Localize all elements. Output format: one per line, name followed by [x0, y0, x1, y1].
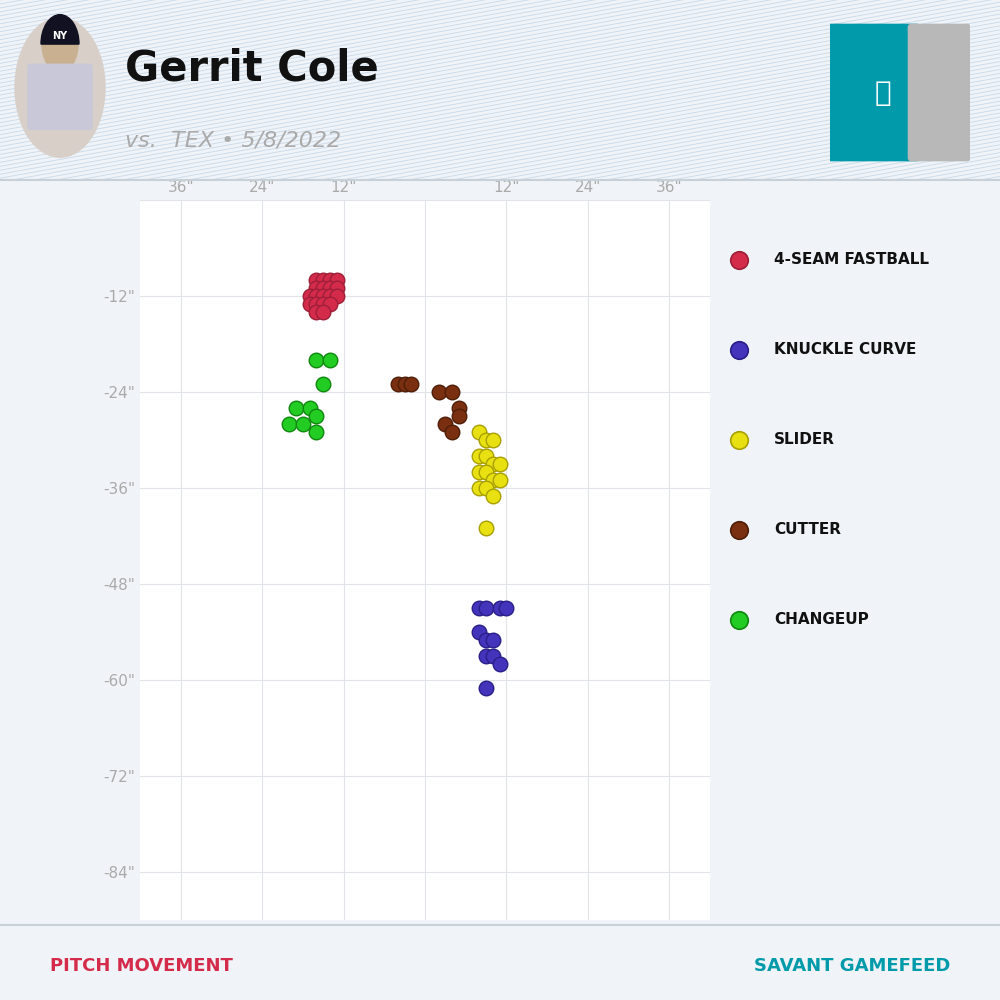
CUTTER: [397, 376, 413, 392]
4-SEAM FASTBALL: [322, 288, 338, 304]
4-SEAM FASTBALL: [315, 280, 331, 296]
SLIDER: [471, 448, 487, 464]
SLIDER: [485, 432, 501, 448]
Point: [731, 612, 747, 628]
SLIDER: [478, 520, 494, 536]
4-SEAM FASTBALL: [315, 304, 331, 320]
4-SEAM FASTBALL: [329, 272, 345, 288]
CHANGEUP: [295, 416, 311, 432]
SLIDER: [492, 456, 508, 472]
Text: vs.  TEX • 5/8/2022: vs. TEX • 5/8/2022: [125, 130, 341, 150]
SLIDER: [478, 448, 494, 464]
4-SEAM FASTBALL: [302, 296, 318, 312]
CHANGEUP: [308, 424, 324, 440]
4-SEAM FASTBALL: [315, 296, 331, 312]
SLIDER: [478, 432, 494, 448]
CHANGEUP: [315, 376, 331, 392]
4-SEAM FASTBALL: [308, 272, 324, 288]
4-SEAM FASTBALL: [329, 288, 345, 304]
SLIDER: [485, 472, 501, 488]
Point: [731, 342, 747, 358]
CUTTER: [431, 384, 447, 400]
KNUCKLE CURVE: [478, 600, 494, 616]
KNUCKLE CURVE: [478, 680, 494, 696]
4-SEAM FASTBALL: [322, 296, 338, 312]
4-SEAM FASTBALL: [322, 280, 338, 296]
4-SEAM FASTBALL: [302, 288, 318, 304]
Point: [731, 522, 747, 538]
4-SEAM FASTBALL: [329, 280, 345, 296]
KNUCKLE CURVE: [498, 600, 514, 616]
Text: CHANGEUP: CHANGEUP: [774, 612, 869, 628]
Text: KNUCKLE CURVE: KNUCKLE CURVE: [774, 342, 916, 358]
KNUCKLE CURVE: [485, 648, 501, 664]
Text: Gerrit Cole: Gerrit Cole: [125, 47, 379, 89]
SLIDER: [471, 424, 487, 440]
SLIDER: [485, 456, 501, 472]
CUTTER: [451, 408, 467, 424]
CHANGEUP: [322, 352, 338, 368]
SLIDER: [478, 480, 494, 496]
KNUCKLE CURVE: [471, 624, 487, 640]
FancyBboxPatch shape: [827, 24, 920, 161]
SLIDER: [471, 464, 487, 480]
Text: NY: NY: [52, 31, 68, 41]
SLIDER: [492, 472, 508, 488]
CUTTER: [444, 384, 460, 400]
CUTTER: [451, 400, 467, 416]
4-SEAM FASTBALL: [322, 272, 338, 288]
SLIDER: [471, 480, 487, 496]
Text: PITCH MOVEMENT: PITCH MOVEMENT: [50, 957, 233, 975]
KNUCKLE CURVE: [478, 648, 494, 664]
4-SEAM FASTBALL: [315, 272, 331, 288]
Text: 4-SEAM FASTBALL: 4-SEAM FASTBALL: [774, 252, 929, 267]
Circle shape: [42, 16, 78, 72]
KNUCKLE CURVE: [478, 632, 494, 648]
Point: [731, 252, 747, 268]
CUTTER: [390, 376, 406, 392]
Circle shape: [15, 18, 105, 157]
CHANGEUP: [302, 400, 318, 416]
CUTTER: [444, 424, 460, 440]
Wedge shape: [41, 15, 79, 44]
Text: CUTTER: CUTTER: [774, 522, 841, 538]
Point: [731, 432, 747, 448]
CHANGEUP: [308, 408, 324, 424]
KNUCKLE CURVE: [492, 600, 508, 616]
4-SEAM FASTBALL: [308, 296, 324, 312]
FancyBboxPatch shape: [28, 64, 92, 129]
KNUCKLE CURVE: [492, 656, 508, 672]
KNUCKLE CURVE: [485, 632, 501, 648]
4-SEAM FASTBALL: [308, 288, 324, 304]
SLIDER: [478, 464, 494, 480]
CHANGEUP: [308, 352, 324, 368]
CHANGEUP: [281, 416, 297, 432]
4-SEAM FASTBALL: [315, 288, 331, 304]
4-SEAM FASTBALL: [308, 280, 324, 296]
Text: SAVANT GAMEFEED: SAVANT GAMEFEED: [754, 957, 950, 975]
SLIDER: [485, 488, 501, 504]
4-SEAM FASTBALL: [308, 304, 324, 320]
CUTTER: [437, 416, 453, 432]
Text: 🏃: 🏃: [875, 79, 892, 106]
CUTTER: [403, 376, 419, 392]
FancyBboxPatch shape: [908, 24, 970, 161]
Text: SLIDER: SLIDER: [774, 432, 835, 448]
CHANGEUP: [288, 400, 304, 416]
KNUCKLE CURVE: [471, 600, 487, 616]
